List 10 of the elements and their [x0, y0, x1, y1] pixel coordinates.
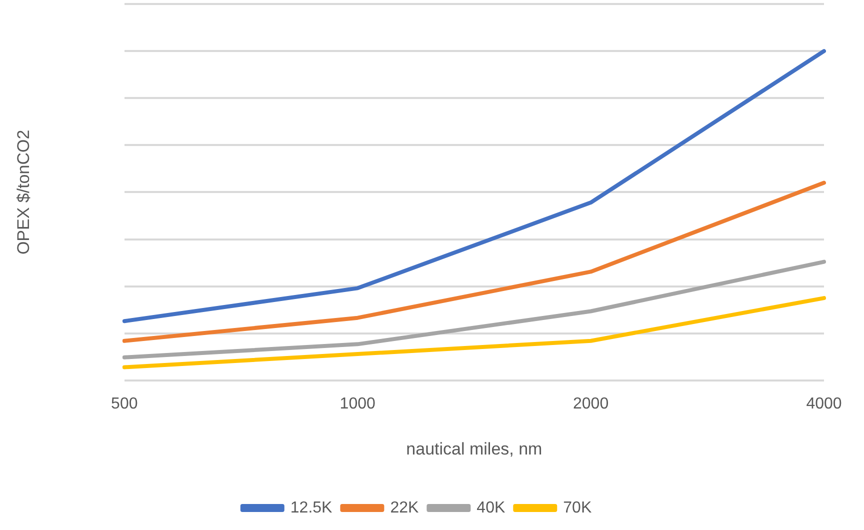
y-axis-title: OPEX $/tonCO2	[14, 130, 33, 255]
x-tick-label: 4000	[806, 395, 842, 412]
x-tick-label: 1000	[340, 395, 376, 412]
legend-label: 40K	[476, 499, 506, 516]
x-tick-label: 2000	[573, 395, 609, 412]
legend-label: 70K	[563, 499, 592, 516]
legend-label: 12.5K	[290, 499, 333, 516]
x-axis-title: nautical miles, nm	[406, 439, 542, 458]
x-tick-label: 500	[111, 395, 138, 412]
legend-label: 22K	[390, 499, 419, 516]
